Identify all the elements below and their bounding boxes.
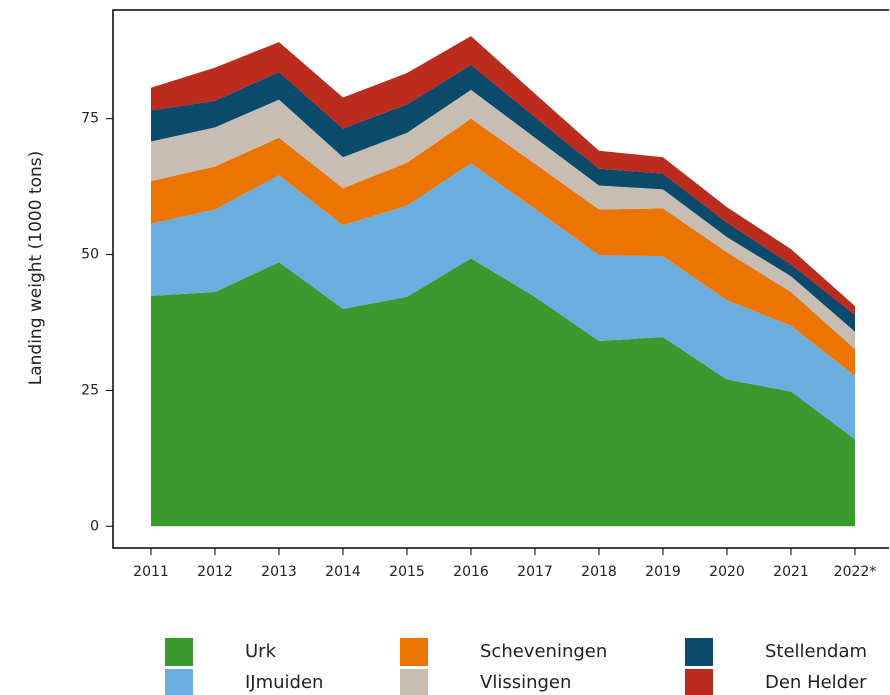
legend-label: Urk [245,641,277,662]
x-tick-label: 2016 [453,564,489,580]
legend-label: IJmuiden [245,672,323,693]
legend-label: Scheveningen [480,641,607,662]
x-tick-label: 2014 [325,564,361,580]
area [151,64,855,332]
x-tick-label: 2020 [709,564,745,580]
area [151,36,855,315]
legend-swatch [685,669,713,695]
legend-label: Den Helder [765,672,867,693]
y-tick-label: 0 [90,518,99,534]
legend-label: Stellendam [765,641,867,662]
x-tick-label: 2015 [389,564,425,580]
y-tick-label: 50 [81,247,99,263]
area [151,118,855,376]
x-tick-label: 2012 [197,564,233,580]
x-tick-label: 2021 [773,564,809,580]
legend-swatch [165,669,193,695]
legend-label: Vlissingen [480,672,571,693]
y-tick-label: 25 [81,382,99,398]
area [151,89,855,350]
y-tick-label: 75 [81,111,99,127]
x-tick-label: 2022* [834,564,877,580]
legend-swatch [400,669,428,695]
legend-swatch [685,638,713,666]
axis-frame [112,9,889,549]
x-tick-label: 2013 [261,564,297,580]
x-tick-label: 2011 [133,564,169,580]
area [151,258,855,527]
x-tick-label: 2018 [581,564,617,580]
area [151,163,855,440]
x-tick-label: 2019 [645,564,681,580]
x-tick-label: 2017 [517,564,553,580]
legend-swatch [165,638,193,666]
y-axis-label: Landing weight (1000 tons) [26,151,46,386]
legend-swatch [400,638,428,666]
